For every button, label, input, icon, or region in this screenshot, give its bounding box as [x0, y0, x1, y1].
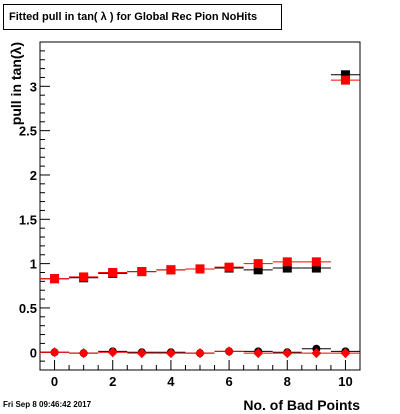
- data-point: [311, 257, 321, 267]
- x-tick-label: 0: [51, 374, 58, 389]
- x-axis-label: No. of Bad Points: [243, 397, 360, 413]
- x-axis-ticks: 0 2 4 6 8 10: [51, 360, 353, 389]
- chart-title: Fitted pull in tan( λ ) for Global Rec P…: [3, 4, 282, 30]
- data-point: [195, 264, 205, 274]
- y-tick-label: 2: [30, 168, 37, 183]
- x-tick-label: 2: [109, 374, 116, 389]
- data-point: [340, 70, 350, 80]
- plot-frame: [39, 41, 361, 371]
- data-point: [253, 265, 263, 275]
- data-point: [311, 263, 321, 273]
- data-point: [136, 348, 147, 359]
- data-point: [50, 274, 60, 284]
- data-markers: [40, 70, 360, 359]
- data-point: [282, 263, 292, 273]
- data-point: [224, 346, 235, 357]
- data-point: [340, 75, 350, 85]
- y-tick-label: 0.5: [19, 301, 37, 316]
- data-point: [78, 348, 89, 359]
- timestamp: Fri Sep 8 09:46:42 2017: [3, 400, 92, 409]
- data-point: [165, 348, 176, 359]
- y-tick-label: 0: [30, 345, 37, 360]
- data-point: [282, 348, 293, 359]
- y-tick-label: 3: [30, 79, 37, 94]
- y-tick-label: 1.5: [19, 212, 37, 227]
- data-point: [49, 347, 60, 358]
- x-tick-label: 6: [225, 374, 232, 389]
- data-point: [137, 267, 147, 277]
- data-point: [282, 257, 292, 267]
- y-axis-ticks: 0 0.5 1 1.5 2 2.5 3: [19, 50, 50, 371]
- data-point: [108, 267, 118, 277]
- x-tick-label: 8: [284, 374, 291, 389]
- y-tick-label: 2.5: [19, 124, 37, 139]
- x-tick-label: 10: [338, 374, 352, 389]
- data-point: [253, 259, 263, 269]
- data-point: [166, 265, 176, 275]
- data-point: [311, 348, 322, 359]
- y-tick-label: 1: [30, 257, 37, 272]
- y-axis-label: pull in tan(λ): [8, 42, 24, 125]
- data-point: [195, 348, 205, 359]
- data-point: [79, 272, 89, 282]
- x-tick-label: 4: [167, 374, 175, 389]
- data-point: [107, 347, 118, 358]
- data-point: [253, 348, 264, 359]
- data-point: [340, 348, 351, 359]
- data-point: [224, 262, 234, 272]
